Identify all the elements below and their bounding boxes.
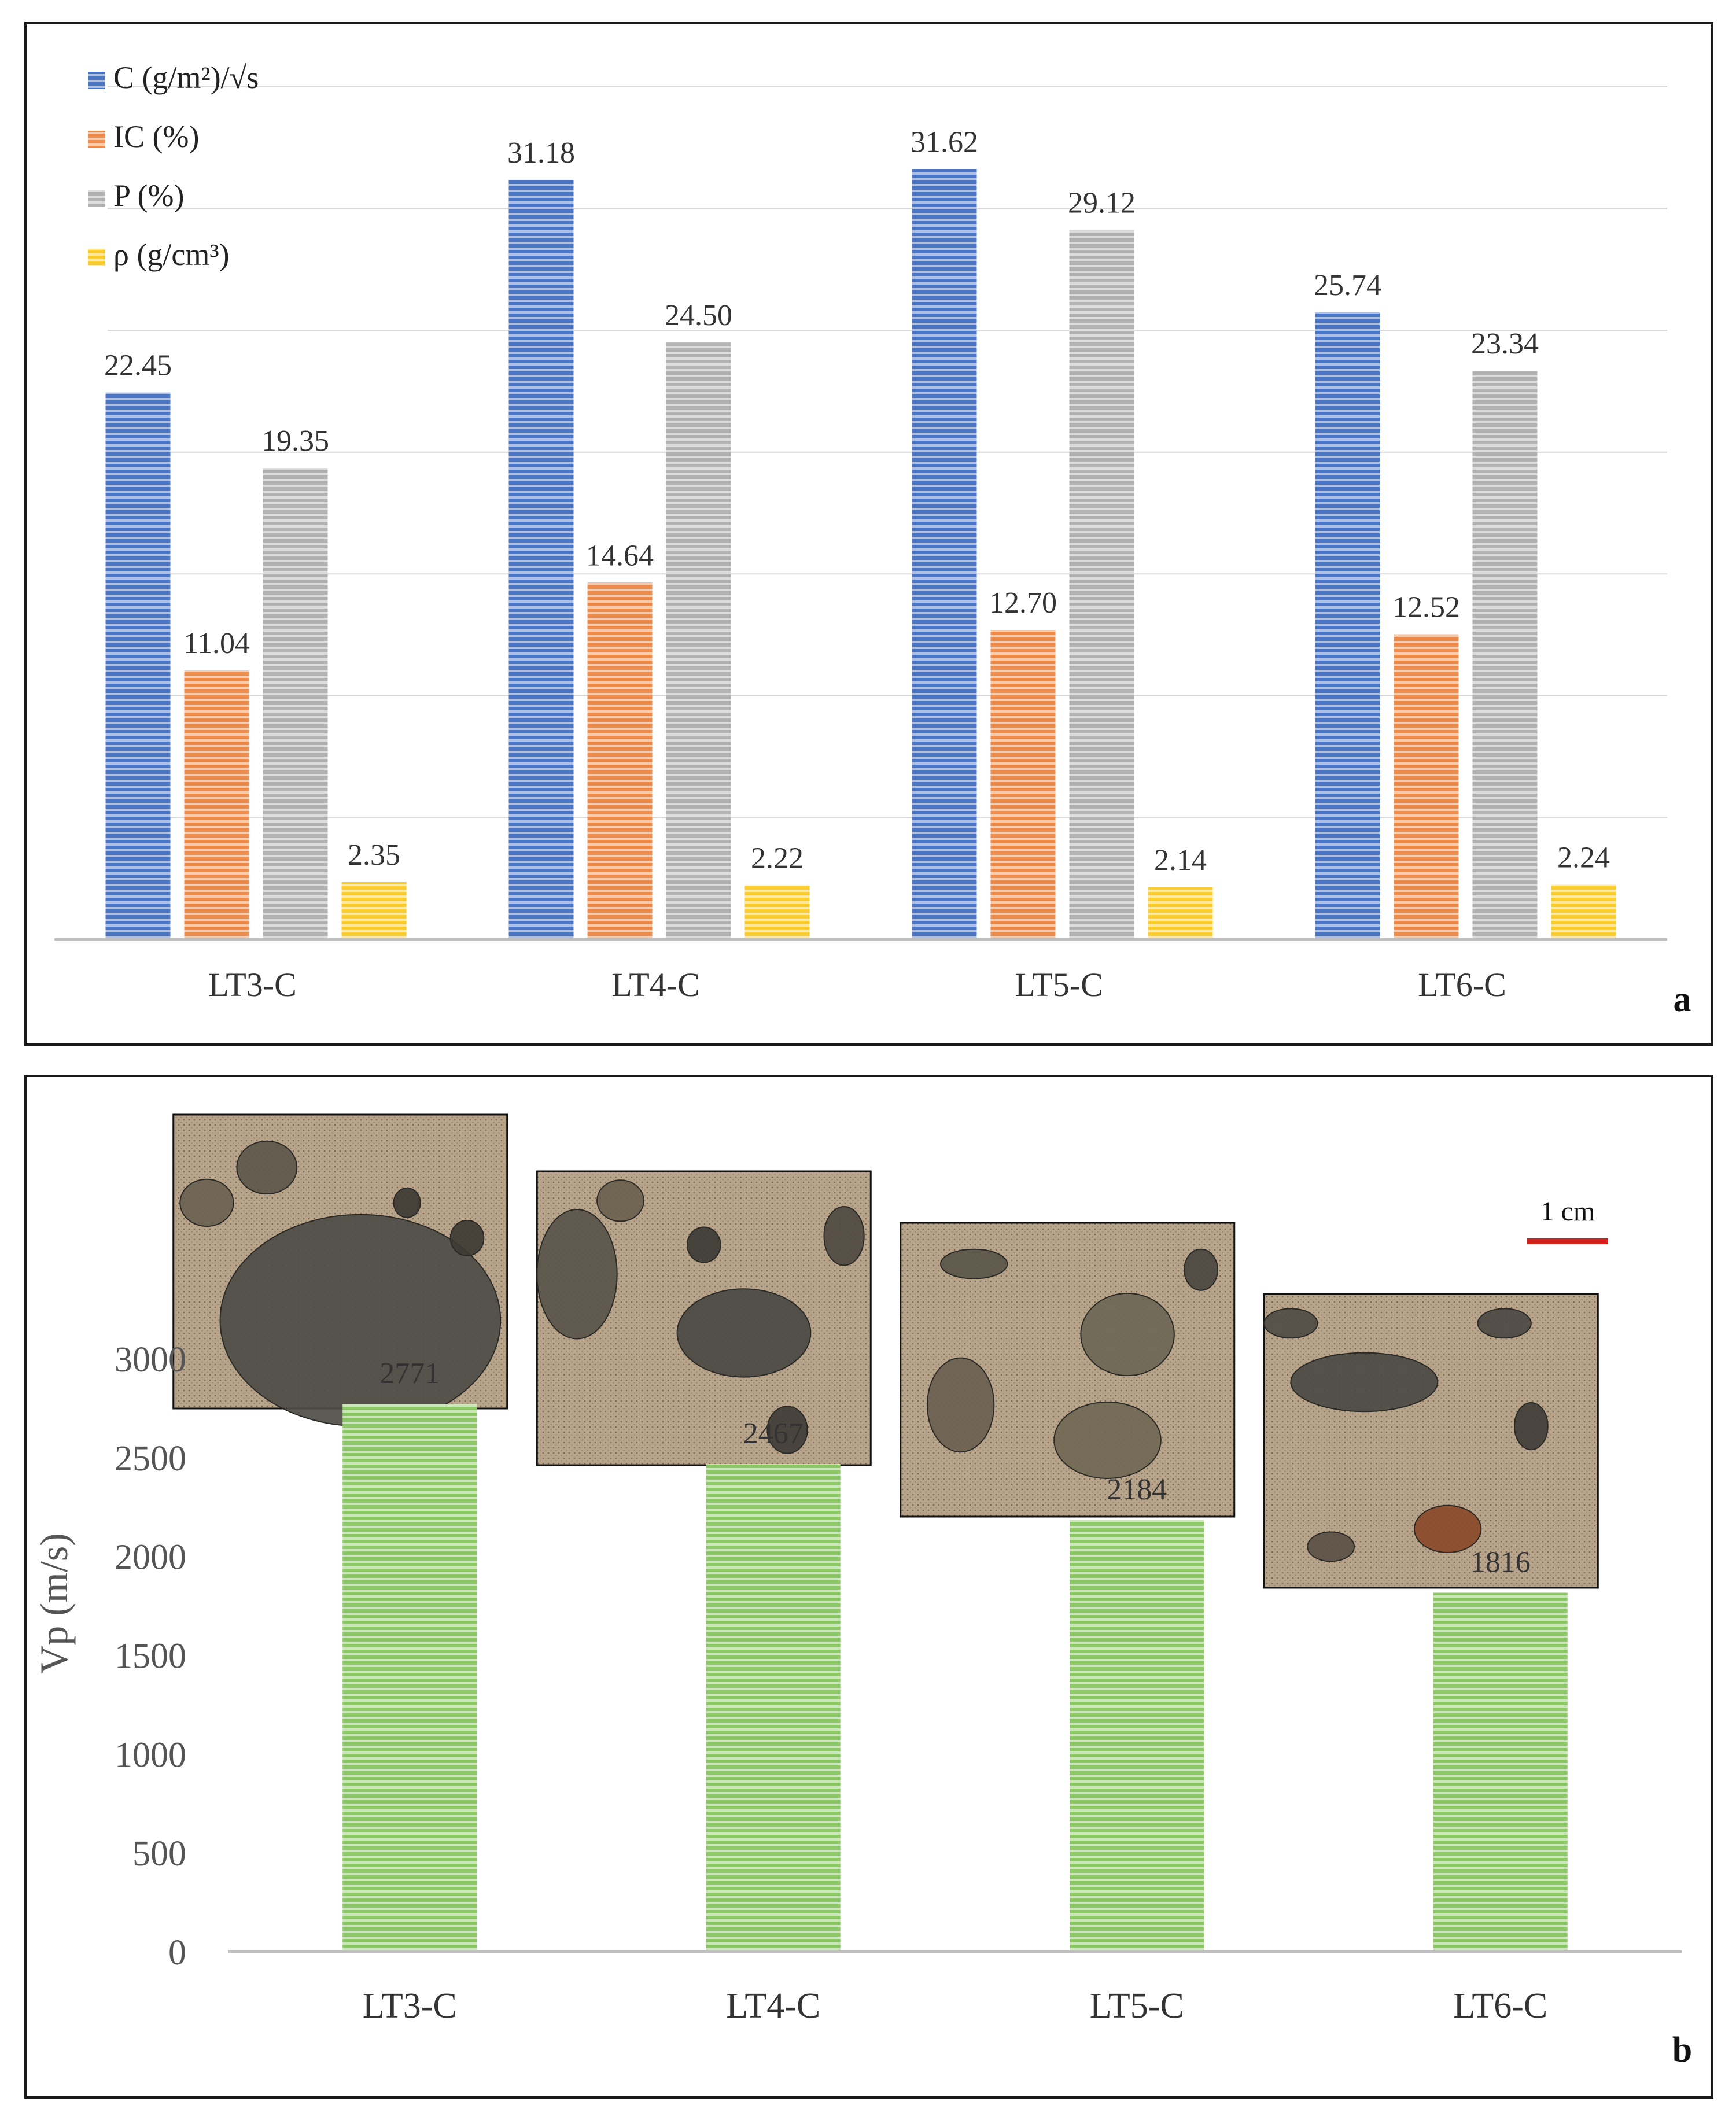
bar-rho-LT6-C (1551, 884, 1616, 939)
bar-C-LT5-C (912, 169, 977, 939)
y-tick-label: 0 (168, 1933, 186, 1972)
bar-C-LT3-C (105, 392, 171, 939)
category-label: LT5-C (1090, 1986, 1184, 2026)
bar-rho-LT5-C (1148, 887, 1213, 939)
sample-photo-LT4-C (536, 1170, 872, 1466)
bar-Vp-LT5-C (1070, 1520, 1204, 1952)
sample-photo-LT5-C (900, 1222, 1236, 1518)
value-label: 2467 (743, 1417, 804, 1450)
y-tick-label: 500 (132, 1834, 186, 1874)
value-label: 22.45 (104, 349, 172, 382)
category-label: LT6-C (1453, 1986, 1547, 2026)
legend-label-IC: IC (%) (113, 119, 199, 154)
bar-C-LT6-C (1315, 312, 1380, 939)
value-label: 19.35 (261, 425, 329, 458)
chart-panel-b: 2771 2467 2184 1816 0 500 1000 1500 2000 2500 300… (24, 1075, 1713, 2099)
legend-swatch-P (88, 190, 105, 207)
category-label: LT3-C (363, 1986, 457, 2026)
legend-label-P: P (%) (113, 178, 184, 213)
bar-rho-LT4-C (744, 885, 810, 939)
legend: C (g/m²)/√s IC (%) P (%) ρ (g/cm³) (88, 60, 259, 272)
value-labels-group: 22.45 11.04 19.35 2.35 31.18 14.64 24.50 2.22 31… (104, 126, 1610, 877)
bar-Vp-LT4-C (706, 1464, 841, 1952)
value-label: 12.70 (989, 587, 1057, 620)
y-tick-label: 2000 (115, 1538, 186, 1577)
bar-P-LT6-C (1472, 371, 1538, 939)
panel-label-a: a (1674, 980, 1691, 1019)
value-label: 14.64 (586, 539, 654, 572)
bar-Vp-LT6-C (1433, 1592, 1568, 1952)
y-tick-label: 1500 (115, 1637, 186, 1676)
legend-label-rho: ρ (g/cm³) (113, 237, 230, 272)
bar-IC-LT4-C (587, 582, 653, 939)
category-labels-group: LT3-C LT4-C LT5-C LT6-C (208, 966, 1506, 1004)
y-tick-label: 1000 (115, 1735, 186, 1775)
legend-swatch-C (88, 72, 105, 89)
sample-photos-group (172, 1113, 1599, 1589)
category-label: LT4-C (726, 1986, 820, 2026)
category-labels-group: LT3-C LT4-C LT5-C LT6-C (363, 1986, 1548, 2026)
value-label: 23.34 (1471, 327, 1539, 360)
bar-P-LT3-C (263, 468, 328, 939)
value-label: 2184 (1107, 1473, 1167, 1506)
sample-photo-LT6-C (1263, 1293, 1599, 1589)
legend-swatch-rho (88, 249, 105, 266)
value-label: 2.22 (751, 842, 804, 875)
value-label: 11.04 (183, 627, 250, 660)
sample-photo-LT3-C (172, 1113, 508, 1427)
bars-group (105, 169, 1616, 940)
grid-lines (108, 86, 1667, 818)
bar-rho-LT3-C (341, 882, 407, 939)
value-label: 25.74 (1314, 269, 1381, 302)
value-labels-group: 2771 2467 2184 1816 (379, 1357, 1531, 1579)
bar-P-LT5-C (1069, 230, 1134, 940)
bar-C-LT4-C (508, 179, 574, 939)
value-label: 12.52 (1392, 591, 1460, 624)
value-label: 31.18 (507, 137, 575, 169)
legend-swatch-IC (88, 131, 105, 148)
value-label: 1816 (1470, 1546, 1531, 1579)
legend-label-C: C (g/m²)/√s (113, 60, 259, 95)
value-label: 2.24 (1557, 842, 1610, 875)
y-tick-label: 2500 (115, 1439, 186, 1478)
category-label: LT3-C (208, 966, 297, 1004)
value-label: 31.62 (911, 126, 978, 158)
value-label: 2.14 (1154, 844, 1207, 877)
scale-bar-label: 1 cm (1540, 1196, 1595, 1227)
category-label: LT5-C (1015, 966, 1103, 1004)
y-tick-labels-group: 0 500 1000 1500 2000 2500 3000 (115, 1340, 186, 1972)
bar-Vp-LT3-C (342, 1404, 477, 1952)
chart-b-svg: 2771 2467 2184 1816 0 500 1000 1500 2000 2500 300… (32, 1113, 1692, 2070)
bar-IC-LT6-C (1394, 634, 1459, 939)
category-label: LT4-C (611, 966, 700, 1004)
panel-label-b: b (1672, 2030, 1692, 2070)
y-axis-title: Vp (m/s) (32, 1533, 76, 1674)
chart-a-svg: 22.45 11.04 19.35 2.35 31.18 14.64 24.50 2.22 31… (54, 60, 1691, 1019)
bar-IC-LT5-C (990, 630, 1056, 939)
bars-group (342, 1404, 1568, 1952)
category-label: LT6-C (1418, 966, 1506, 1004)
value-label: 2771 (379, 1357, 440, 1390)
y-tick-label: 3000 (115, 1340, 186, 1380)
value-label: 2.35 (348, 839, 400, 872)
bar-P-LT4-C (666, 342, 731, 940)
chart-panel-a: 22.45 11.04 19.35 2.35 31.18 14.64 24.50 2.22 31… (24, 22, 1713, 1046)
bar-IC-LT3-C (184, 670, 249, 939)
value-label: 29.12 (1068, 187, 1136, 220)
value-label: 24.50 (665, 299, 732, 332)
